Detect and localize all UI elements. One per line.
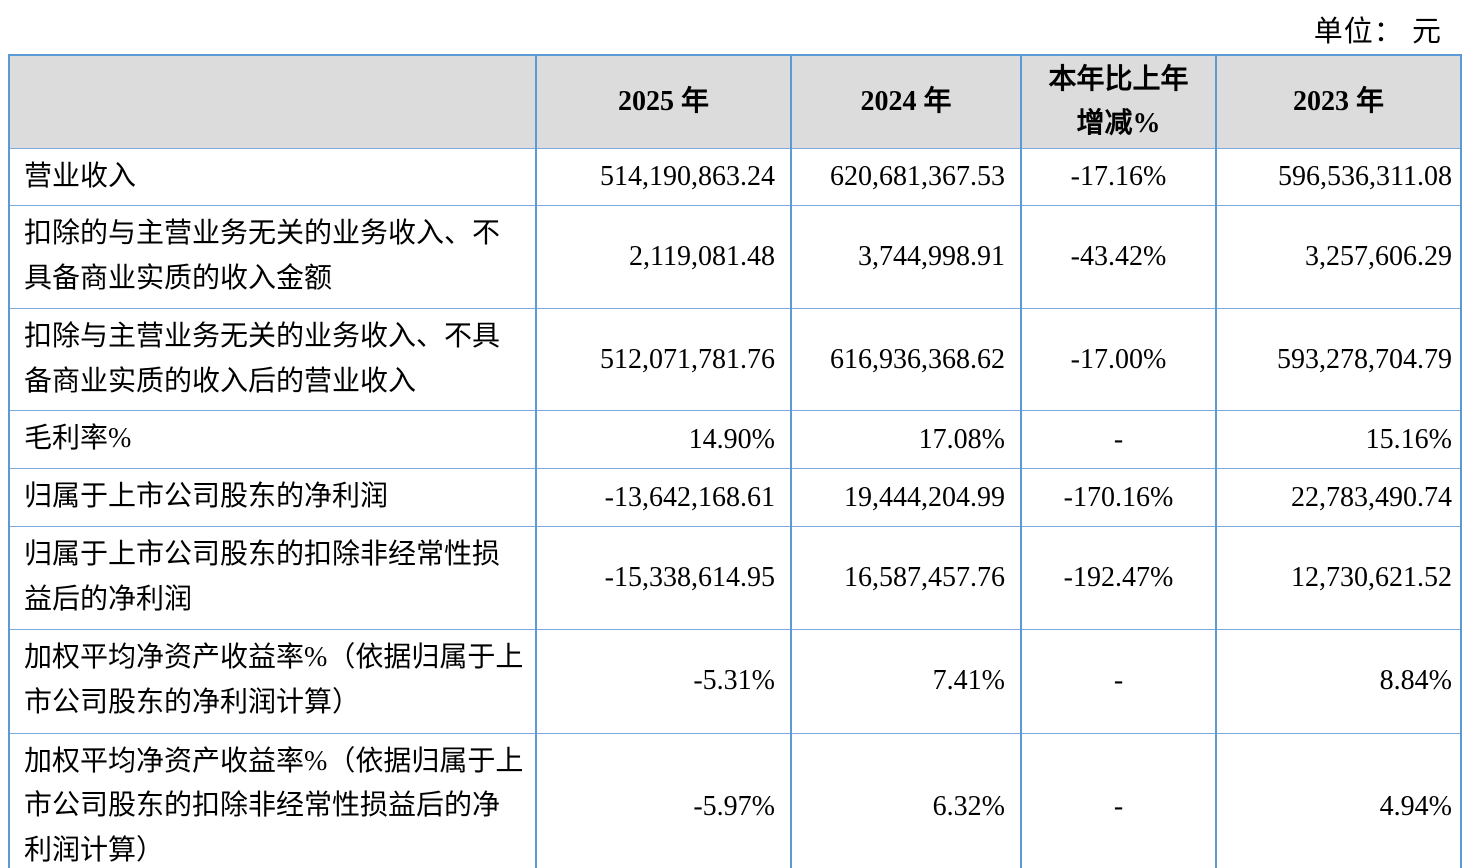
header-year-2024: 2024 年 bbox=[790, 54, 1022, 149]
row-label: 毛利率% bbox=[8, 410, 537, 470]
value-yoy: - bbox=[1020, 628, 1217, 734]
value-2024: 17.08% bbox=[790, 410, 1022, 470]
value-2024: 6.32% bbox=[790, 732, 1022, 868]
row-label: 归属于上市公司股东的扣除非经常性损益后的净利润 bbox=[8, 526, 537, 630]
table-row-net-profit-attributable: 归属于上市公司股东的净利润 -13,642,168.61 19,444,204.… bbox=[8, 468, 1462, 528]
row-label: 归属于上市公司股东的净利润 bbox=[8, 468, 537, 528]
value-2023: 12,730,621.52 bbox=[1215, 526, 1462, 630]
value-yoy: -17.00% bbox=[1020, 307, 1217, 412]
header-year-2023: 2023 年 bbox=[1215, 54, 1462, 149]
value-yoy: -192.47% bbox=[1020, 526, 1217, 630]
header-empty-cell bbox=[8, 54, 537, 149]
table-row-weighted-avg-roe: 加权平均净资产收益率%（依据归属于上市公司股东的净利润计算） -5.31% 7.… bbox=[8, 628, 1462, 734]
value-2024: 3,744,998.91 bbox=[790, 205, 1022, 309]
value-2025: 2,119,081.48 bbox=[535, 205, 792, 309]
value-2025: -13,642,168.61 bbox=[535, 468, 792, 528]
value-2023: 3,257,606.29 bbox=[1215, 205, 1462, 309]
unit-label: 单位： 元 bbox=[1313, 16, 1442, 48]
row-label: 扣除与主营业务无关的业务收入、不具备商业实质的收入后的营业收入 bbox=[8, 307, 537, 412]
row-label: 营业收入 bbox=[8, 147, 537, 207]
value-yoy: -170.16% bbox=[1020, 468, 1217, 528]
value-2025: -15,338,614.95 bbox=[535, 526, 792, 630]
value-yoy: - bbox=[1020, 410, 1217, 470]
value-2023: 4.94% bbox=[1215, 732, 1462, 868]
header-row: 2025 年 2024 年 本年比上年增减% 2023 年 bbox=[8, 54, 1462, 149]
financial-summary-table: 2025 年 2024 年 本年比上年增减% 2023 年 营业收入 514,1… bbox=[8, 54, 1462, 868]
value-2025: -5.31% bbox=[535, 628, 792, 734]
header-year-2025: 2025 年 bbox=[535, 54, 792, 149]
header-yoy-change: 本年比上年增减% bbox=[1020, 54, 1217, 149]
value-2023: 593,278,704.79 bbox=[1215, 307, 1462, 412]
value-2023: 8.84% bbox=[1215, 628, 1462, 734]
value-yoy: -17.16% bbox=[1020, 147, 1217, 207]
value-2023: 15.16% bbox=[1215, 410, 1462, 470]
value-yoy: - bbox=[1020, 732, 1217, 868]
value-2024: 616,936,368.62 bbox=[790, 307, 1022, 412]
value-2024: 19,444,204.99 bbox=[790, 468, 1022, 528]
value-2025: -5.97% bbox=[535, 732, 792, 868]
table-row-weighted-avg-roe-nonrecurring: 加权平均净资产收益率%（依据归属于上市公司股东的扣除非经常性损益后的净利润计算）… bbox=[8, 732, 1462, 868]
row-label: 加权平均净资产收益率%（依据归属于上市公司股东的净利润计算） bbox=[8, 628, 537, 734]
value-2025: 14.90% bbox=[535, 410, 792, 470]
table-row-net-profit-after-nonrecurring: 归属于上市公司股东的扣除非经常性损益后的净利润 -15,338,614.95 1… bbox=[8, 526, 1462, 630]
value-yoy: -43.42% bbox=[1020, 205, 1217, 309]
value-2024: 7.41% bbox=[790, 628, 1022, 734]
value-2023: 596,536,311.08 bbox=[1215, 147, 1462, 207]
table-row-gross-margin: 毛利率% 14.90% 17.08% - 15.16% bbox=[8, 410, 1462, 470]
table-row-operating-revenue: 营业收入 514,190,863.24 620,681,367.53 -17.1… bbox=[8, 147, 1462, 207]
table-row-revenue-after-deduction: 扣除与主营业务无关的业务收入、不具备商业实质的收入后的营业收入 512,071,… bbox=[8, 307, 1462, 412]
table-row-deducted-unrelated-income: 扣除的与主营业务无关的业务收入、不具备商业实质的收入金额 2,119,081.4… bbox=[8, 205, 1462, 309]
value-2025: 514,190,863.24 bbox=[535, 147, 792, 207]
row-label: 扣除的与主营业务无关的业务收入、不具备商业实质的收入金额 bbox=[8, 205, 537, 309]
value-2025: 512,071,781.76 bbox=[535, 307, 792, 412]
value-2024: 620,681,367.53 bbox=[790, 147, 1022, 207]
value-2024: 16,587,457.76 bbox=[790, 526, 1022, 630]
value-2023: 22,783,490.74 bbox=[1215, 468, 1462, 528]
row-label: 加权平均净资产收益率%（依据归属于上市公司股东的扣除非经常性损益后的净利润计算） bbox=[8, 732, 537, 868]
